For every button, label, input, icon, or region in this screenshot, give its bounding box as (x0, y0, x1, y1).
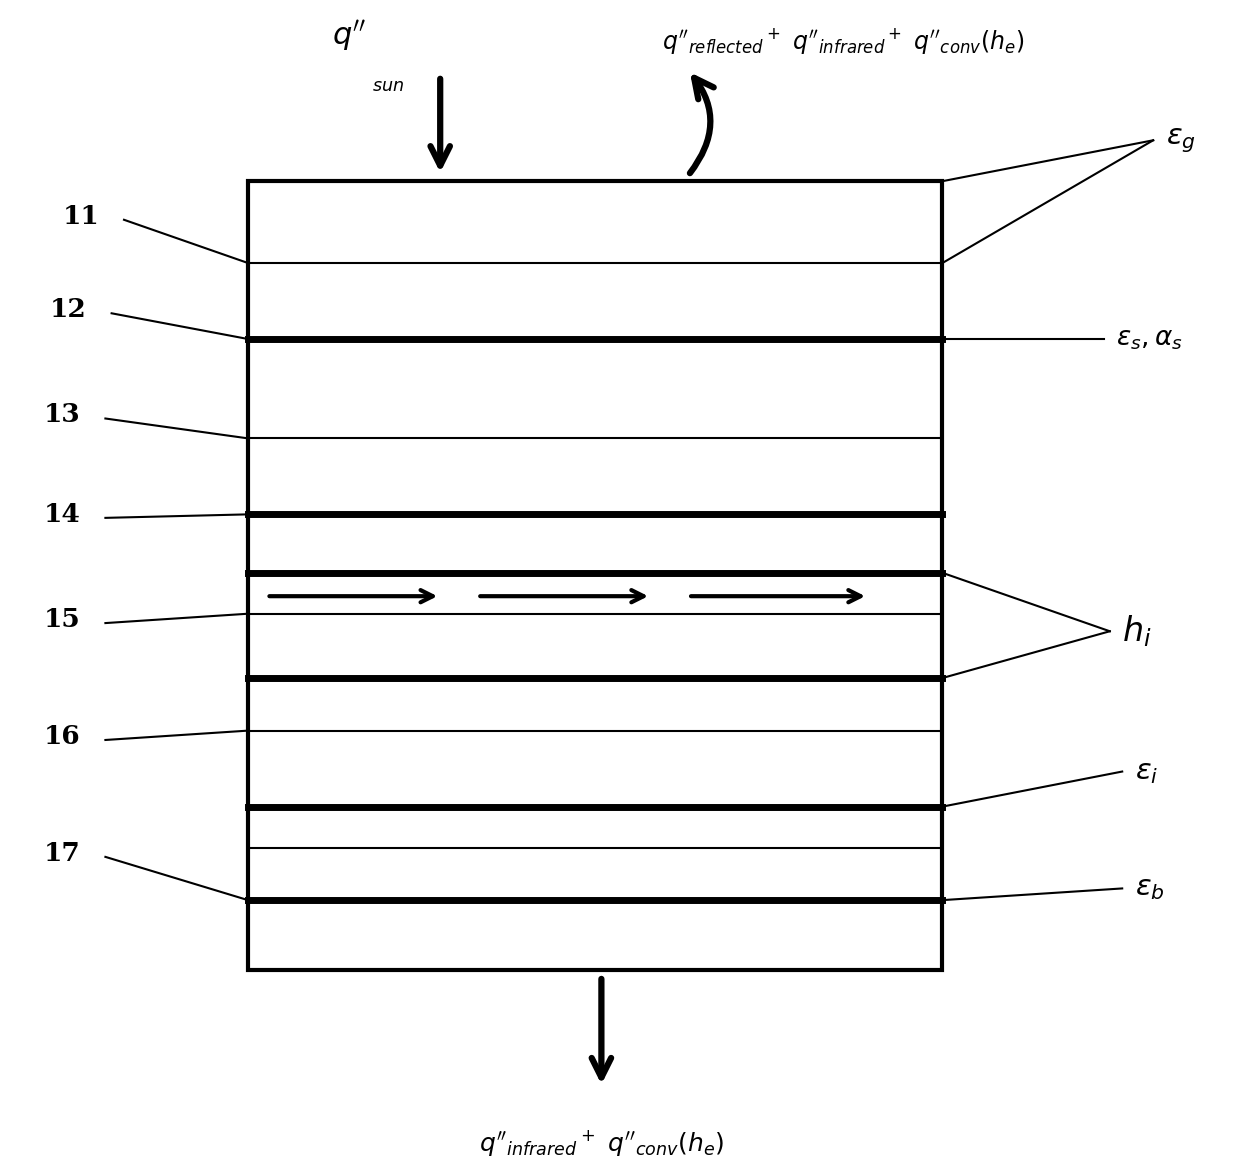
Text: $\varepsilon_i$: $\varepsilon_i$ (1135, 758, 1158, 786)
Text: 15: 15 (43, 607, 81, 632)
Text: 16: 16 (43, 724, 81, 749)
Text: 11: 11 (62, 203, 99, 229)
Text: $\varepsilon_g$: $\varepsilon_g$ (1166, 126, 1195, 154)
Text: $q''$: $q''$ (331, 18, 366, 53)
Text: 13: 13 (43, 402, 81, 428)
Text: $h_i$: $h_i$ (1122, 614, 1152, 649)
Text: $\varepsilon_s,\alpha_s$: $\varepsilon_s,\alpha_s$ (1116, 326, 1183, 352)
Text: $_{sun}$: $_{sun}$ (372, 70, 404, 95)
FancyBboxPatch shape (248, 181, 942, 970)
Text: 17: 17 (43, 841, 81, 866)
Text: 12: 12 (50, 297, 87, 323)
Text: 14: 14 (43, 502, 81, 527)
Text: $q''_{reflected}$$^+$ $q''_{infrared}$$^+$ $q''_{conv}(h_e)$: $q''_{reflected}$$^+$ $q''_{infrared}$$^… (662, 26, 1024, 56)
Text: $q''_{infrared}$$^+$ $q''_{conv}(h_e)$: $q''_{infrared}$$^+$ $q''_{conv}(h_e)$ (479, 1128, 724, 1158)
Text: $\varepsilon_b$: $\varepsilon_b$ (1135, 874, 1164, 902)
